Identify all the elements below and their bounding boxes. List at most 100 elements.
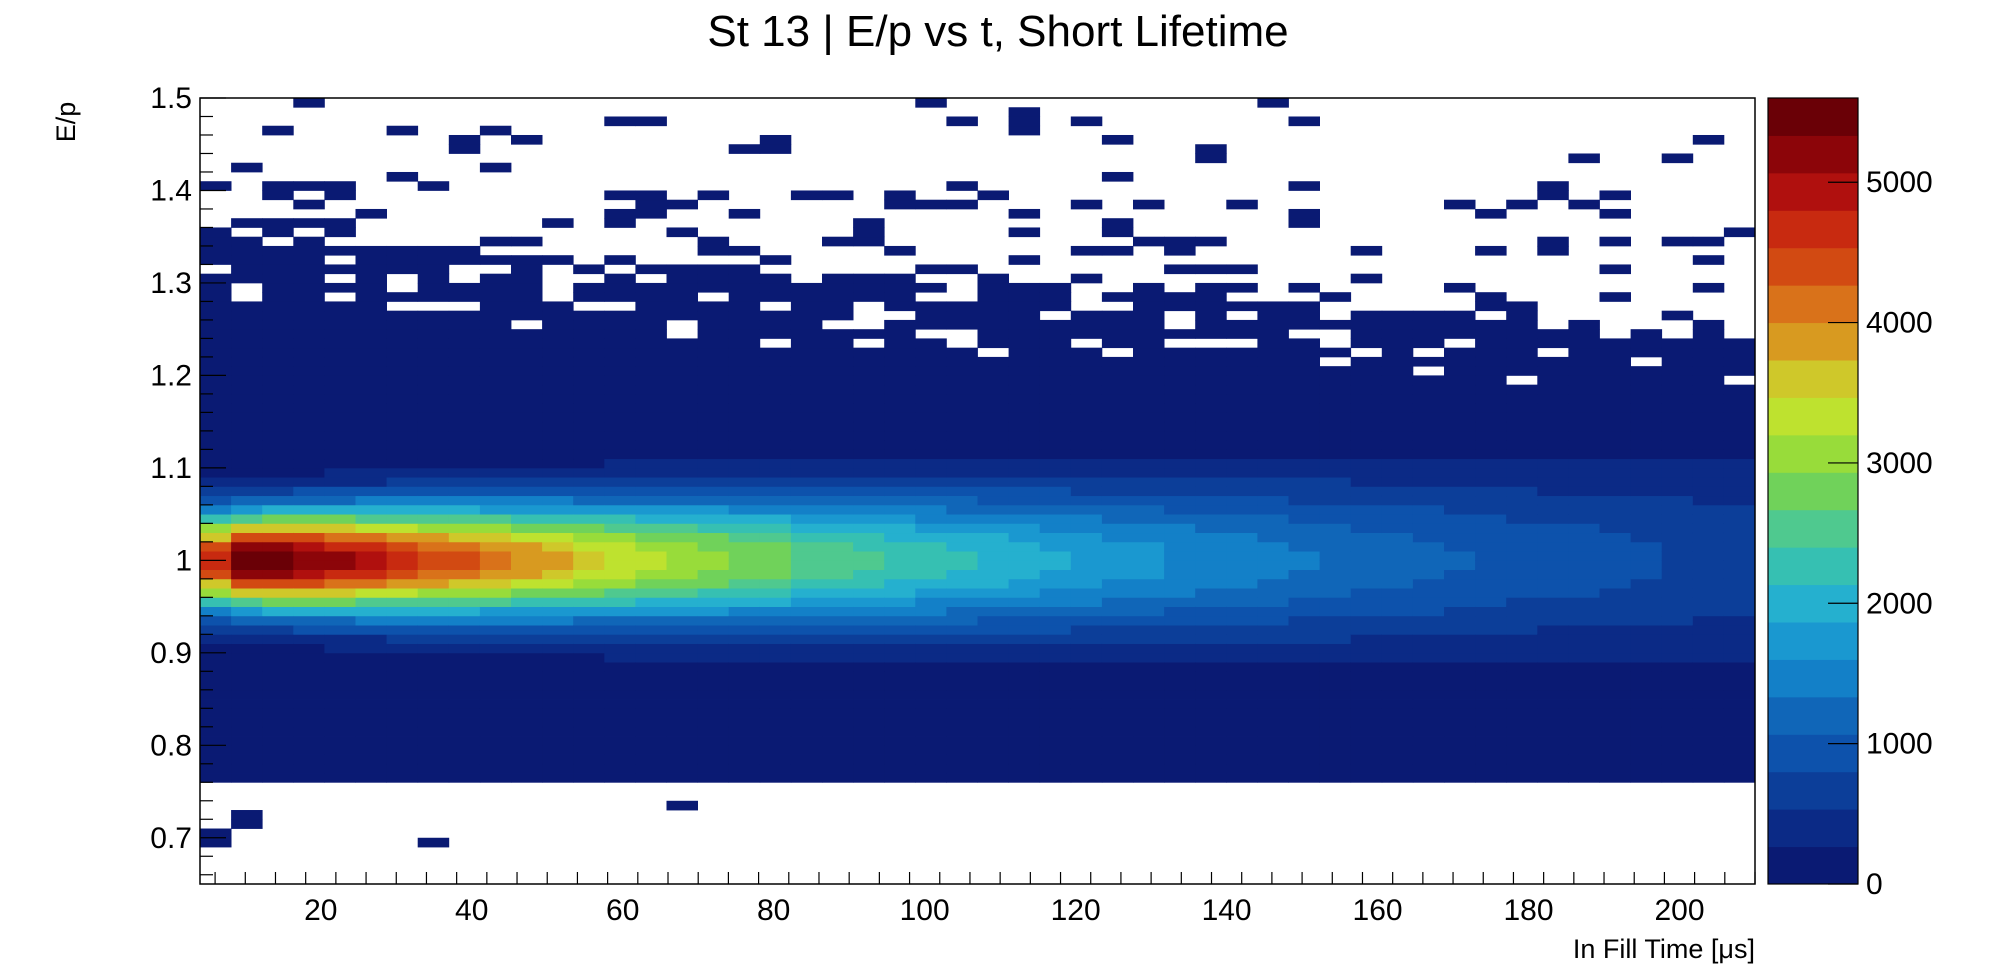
heatmap-cell	[1288, 662, 1320, 672]
heatmap-cell	[293, 588, 325, 598]
heatmap-cell	[448, 726, 481, 737]
heatmap-cell	[1164, 356, 1196, 367]
heatmap-cell	[1257, 449, 1289, 460]
heatmap-cell	[200, 588, 232, 598]
heatmap-cell	[604, 597, 636, 607]
heatmap-cell	[1226, 375, 1258, 386]
heatmap-cell	[977, 736, 1009, 746]
heatmap-cell	[1008, 292, 1041, 302]
heatmap-cell	[1164, 440, 1196, 450]
heatmap-cell	[355, 245, 387, 256]
heatmap-cell	[697, 356, 730, 367]
heatmap-cell	[1475, 347, 1507, 358]
heatmap-cell	[1008, 726, 1041, 737]
heatmap-cell	[231, 736, 263, 746]
heatmap-cell	[1444, 477, 1476, 487]
heatmap-cell	[511, 689, 543, 700]
heatmap-cell	[728, 551, 761, 561]
heatmap-cell	[1692, 726, 1725, 737]
heatmap-cell	[697, 680, 730, 691]
heatmap-cell	[511, 495, 543, 506]
heatmap-cell	[759, 486, 792, 497]
heatmap-cell	[573, 560, 605, 570]
heatmap-cell	[977, 190, 1009, 201]
heatmap-cell	[1444, 514, 1476, 524]
heatmap-cell	[1568, 560, 1600, 570]
heatmap-cell	[759, 717, 792, 728]
heatmap-cell	[573, 615, 605, 626]
heatmap-cell	[822, 338, 854, 349]
heatmap-cell	[448, 523, 481, 534]
heatmap-cell	[262, 717, 294, 728]
heatmap-cell	[1444, 671, 1476, 681]
heatmap-cell	[324, 384, 356, 395]
heatmap-cell	[728, 560, 761, 570]
heatmap-cell	[355, 643, 387, 654]
heatmap-cell	[1257, 569, 1289, 580]
heatmap-cell	[1226, 615, 1258, 626]
heatmap-cell	[1630, 514, 1663, 524]
heatmap-cell	[386, 671, 419, 681]
heatmap-cell	[1195, 477, 1227, 487]
heatmap-cell	[822, 403, 854, 413]
heatmap-cell	[1506, 384, 1538, 395]
heatmap-cell	[884, 449, 916, 460]
y-tick-label: 1.3	[150, 267, 192, 300]
heatmap-cell	[1288, 717, 1320, 728]
colorbar-tick-label: 1000	[1866, 728, 1933, 761]
heatmap-cell	[822, 282, 854, 293]
heatmap-cell	[1070, 356, 1103, 367]
heatmap-cell	[1226, 773, 1258, 783]
heatmap-cell	[822, 384, 854, 395]
heatmap-cell	[1568, 329, 1600, 339]
heatmap-cell	[1288, 467, 1320, 478]
heatmap-cell	[1133, 699, 1165, 709]
heatmap-cell	[542, 754, 574, 765]
heatmap-cell	[666, 726, 698, 737]
heatmap-cell	[1412, 504, 1445, 515]
heatmap-cell	[324, 578, 356, 589]
heatmap-cell	[355, 745, 387, 755]
heatmap-cell	[790, 523, 823, 534]
heatmap-cell	[884, 708, 916, 718]
heatmap-cell	[1599, 662, 1631, 672]
heatmap-cell	[542, 625, 574, 635]
heatmap-cell	[884, 282, 916, 293]
heatmap-cell	[604, 643, 636, 654]
heatmap-cell	[728, 338, 761, 349]
heatmap-cell	[355, 569, 387, 580]
heatmap-cell	[1444, 662, 1476, 672]
heatmap-cell	[728, 458, 761, 469]
heatmap-cell	[1692, 680, 1725, 691]
heatmap-cell	[293, 736, 325, 746]
heatmap-cell	[853, 486, 885, 497]
heatmap-cell	[1319, 421, 1352, 432]
heatmap-cell	[479, 486, 512, 497]
heatmap-cell	[1661, 597, 1694, 607]
heatmap-cell	[604, 329, 636, 339]
heatmap-cell	[231, 412, 263, 423]
heatmap-cell	[1257, 773, 1289, 783]
heatmap-cell	[1537, 375, 1569, 386]
heatmap-cell	[1133, 662, 1165, 672]
heatmap-cell	[1101, 541, 1134, 552]
heatmap-cell	[417, 597, 450, 607]
heatmap-cell	[1506, 671, 1538, 681]
x-tick-label: 20	[304, 894, 337, 927]
heatmap-cell	[946, 680, 978, 691]
heatmap-cell	[355, 588, 387, 598]
heatmap-cell	[1599, 615, 1631, 626]
heatmap-cell	[1039, 523, 1072, 534]
heatmap-cell	[1101, 754, 1134, 765]
heatmap-cell	[1288, 319, 1320, 330]
heatmap-cell	[1070, 680, 1103, 691]
heatmap-cell	[1537, 560, 1569, 570]
heatmap-cell	[635, 190, 667, 201]
heatmap-cell	[977, 569, 1009, 580]
heatmap-cell	[417, 514, 450, 524]
heatmap-cell	[1723, 412, 1756, 423]
heatmap-cell	[1599, 208, 1631, 219]
heatmap-cell	[386, 504, 419, 515]
heatmap-cell	[1039, 347, 1072, 358]
heatmap-cell	[200, 366, 232, 376]
